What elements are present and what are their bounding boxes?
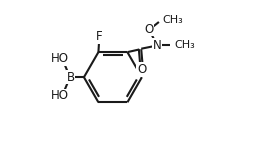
Text: CH₃: CH₃ (174, 40, 195, 50)
Text: HO: HO (50, 89, 68, 102)
Text: F: F (96, 30, 102, 43)
Text: O: O (144, 23, 153, 36)
Text: CH₃: CH₃ (162, 15, 183, 26)
Text: O: O (137, 63, 146, 76)
Text: N: N (153, 39, 161, 52)
Text: B: B (67, 71, 75, 84)
Text: HO: HO (50, 52, 68, 65)
